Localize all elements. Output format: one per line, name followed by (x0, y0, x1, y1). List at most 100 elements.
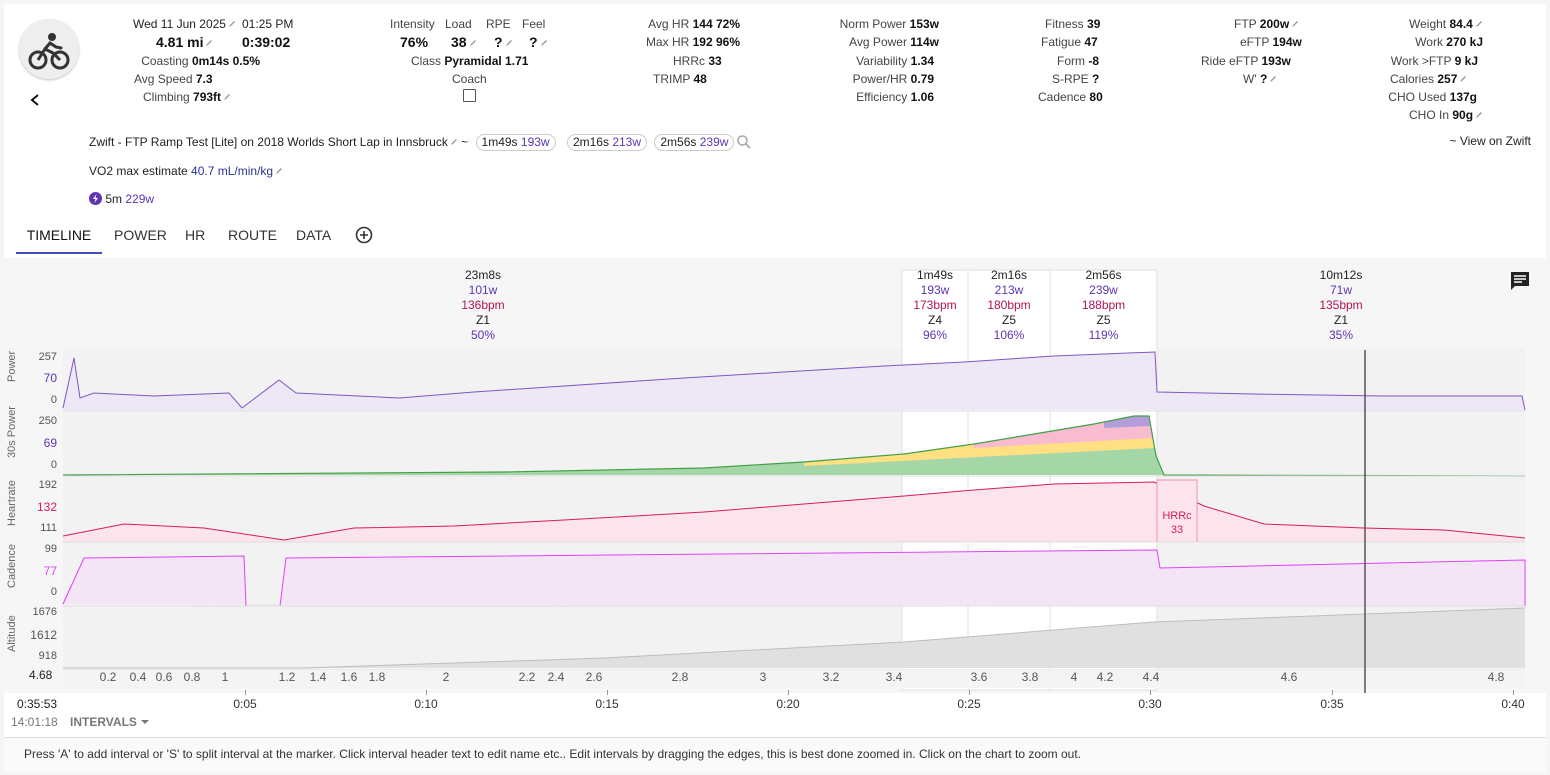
activity-title-row: Zwift - FTP Ramp Test [Lite] on 2018 Wor… (89, 132, 735, 152)
weight-row[interactable]: Weight 84.4 (1409, 17, 1483, 31)
cho-in-row[interactable]: CHO In 90g (1409, 108, 1483, 122)
help-footer: Press 'A' to add interval or 'S' to spli… (4, 737, 1546, 772)
caret-down-icon (141, 720, 150, 724)
feel-value[interactable]: ? (529, 34, 548, 50)
distance-tick: 2.2 (518, 670, 536, 684)
edit-pencil-icon[interactable] (1291, 20, 1299, 28)
time-tick-mark (788, 690, 789, 695)
ftp-row[interactable]: FTP 200w (1234, 17, 1299, 31)
interval-highlight[interactable] (967, 269, 1051, 691)
avatar[interactable] (19, 19, 79, 79)
distance-tick: 2.6 (585, 670, 603, 684)
activity-title[interactable]: Zwift - FTP Ramp Test [Lite] on 2018 Wor… (89, 135, 448, 149)
coach-checkbox[interactable] (463, 89, 476, 102)
tab-route[interactable]: ROUTE (228, 227, 277, 243)
time-tick-mark (607, 690, 608, 695)
interval-header[interactable]: 1m49s 193w 173bpm Z4 96% (913, 268, 957, 342)
tab-hr[interactable]: HR (185, 227, 206, 243)
trimp-row: TRIMP 48 (653, 72, 707, 86)
time-tick-mark (1332, 690, 1333, 695)
w-prime-row[interactable]: W' ? (1243, 72, 1277, 86)
interval-header[interactable]: 10m12s 71w 135bpm Z1 35% (1319, 268, 1363, 342)
norm-power-row: Norm Power 153w (839, 17, 939, 31)
hrrc-row: HRRc 33 (673, 54, 722, 68)
tab-timeline[interactable]: TIMELINE (16, 222, 102, 254)
power-axis-label: Power (6, 350, 18, 382)
tab-power[interactable]: POWER (114, 227, 167, 243)
heartrate-panel (62, 479, 1526, 543)
edit-pencil-icon[interactable] (275, 167, 283, 175)
comment-icon[interactable] (1509, 270, 1531, 292)
power30-axis-label: 30s Power (6, 406, 18, 458)
best-effort-pill[interactable]: 2m56s 239w (654, 134, 735, 151)
interval-highlight[interactable] (1049, 269, 1158, 691)
edit-pencil-icon[interactable] (1475, 111, 1483, 119)
edit-pencil-icon[interactable] (1459, 75, 1467, 83)
distance-tick: 4.6 (1280, 670, 1298, 684)
distance-tick: 1.4 (309, 670, 327, 684)
edit-pencil-icon[interactable] (223, 93, 231, 101)
search-icon[interactable] (736, 134, 752, 150)
feel-label: Feel (522, 17, 546, 31)
coach-label: Coach (452, 72, 487, 86)
date-text: Wed 11 Jun 2025 (133, 17, 226, 31)
hrrc-box[interactable] (1156, 479, 1198, 543)
activity-date[interactable]: Wed 11 Jun 2025 (133, 17, 236, 31)
time-tick: 0:15 (595, 697, 619, 711)
peak-power-badge[interactable]: 5m 229w (89, 192, 154, 206)
altitude-tick: 1612 (30, 628, 57, 642)
s-rpe-row: S-RPE ? (1052, 72, 1100, 86)
hr-tick: 132 (36, 500, 57, 514)
efficiency-row: Efficiency 1.06 (856, 90, 934, 104)
distance-text: 4.81 mi (156, 34, 204, 50)
distance-tick: 3.2 (822, 670, 840, 684)
time-tick: 0:05 (233, 697, 257, 711)
time-tick: 0:30 (1138, 697, 1162, 711)
interval-header[interactable]: 2m16s 213w 180bpm Z5 106% (987, 268, 1031, 342)
rpe-value[interactable]: ? (494, 34, 513, 50)
altitude-panel (63, 607, 1526, 669)
calories-row[interactable]: Calories 257 (1390, 72, 1467, 86)
rpe-label: RPE (486, 17, 511, 31)
back-chevron-icon[interactable] (29, 93, 41, 107)
interval-header[interactable]: 23m8s 101w 136bpm Z1 50% (461, 268, 505, 342)
distance-tick: 4.2 (1096, 670, 1114, 684)
edit-pencil-icon[interactable] (1475, 20, 1483, 28)
view-on-zwift-link[interactable]: ~ View on Zwift (1449, 134, 1531, 148)
edit-pencil-icon[interactable] (450, 138, 458, 146)
interval-highlight[interactable] (901, 269, 969, 691)
best-effort-pill[interactable]: 2m16s 213w (566, 134, 647, 151)
time-tick-mark (969, 690, 970, 695)
distance-tick: 0.6 (155, 670, 173, 684)
interval-header[interactable]: 2m56s 239w 188bpm Z5 119% (1081, 268, 1126, 342)
form-row: Form -8 (1057, 54, 1100, 68)
distance-tick: 1.6 (340, 670, 358, 684)
distance-value[interactable]: 4.81 mi (156, 34, 213, 50)
tab-data[interactable]: DATA (296, 227, 332, 243)
best-effort-pill[interactable]: 1m49s 193w (475, 134, 556, 151)
distance-tick: 4.4 (1142, 670, 1160, 684)
edit-pencil-icon[interactable] (505, 39, 513, 47)
edit-pencil-icon[interactable] (469, 39, 477, 47)
heartrate-axis-label: Heartrate (6, 480, 18, 526)
load-value[interactable]: 38 (451, 34, 477, 50)
edit-pencil-icon[interactable] (540, 39, 548, 47)
ride-eftp-row: Ride eFTP 193w (1201, 54, 1291, 68)
distance-row (63, 670, 1525, 688)
cursor-time: 0:35:53 (17, 697, 58, 711)
cadence-panel (62, 549, 1526, 607)
add-tab-icon[interactable] (355, 226, 373, 244)
cadence-tick: 77 (43, 564, 57, 578)
coasting-row: Coasting 0m14s 0.5% (141, 54, 260, 68)
timeline-chart[interactable] (4, 258, 1546, 728)
edit-pencil-icon[interactable] (228, 20, 236, 28)
edit-pencil-icon[interactable] (205, 39, 213, 47)
clock-time: 14:01:18 (11, 715, 58, 729)
hr-tick: 111 (40, 522, 57, 534)
activity-page: Wed 11 Jun 2025 01:25 PM 4.81 mi 0:39:02… (4, 4, 1546, 772)
edit-pencil-icon[interactable] (1269, 75, 1277, 83)
intervals-toggle[interactable]: INTERVALS (70, 715, 150, 729)
distance-tick: 3.4 (885, 670, 903, 684)
distance-tick: 3.8 (1021, 670, 1039, 684)
intensity-value: 76% (400, 34, 429, 50)
